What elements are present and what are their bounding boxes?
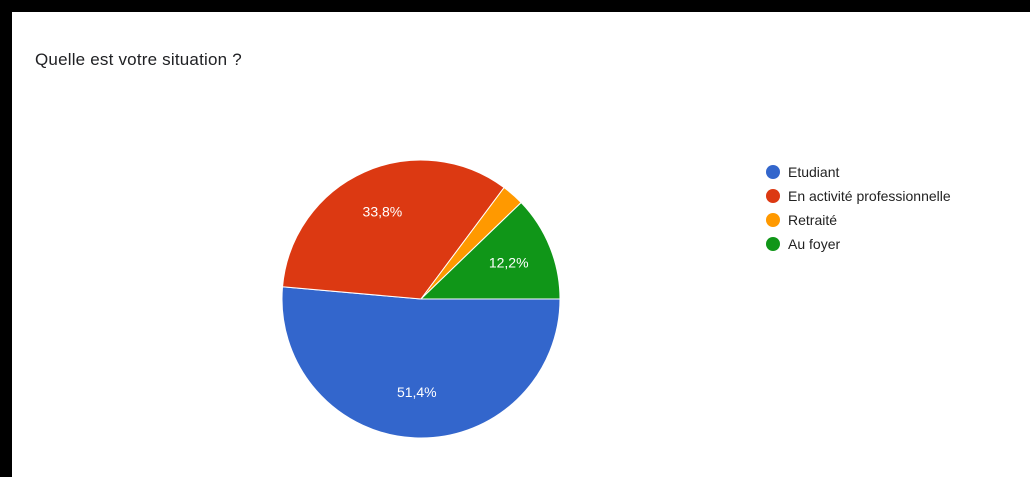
pie-slice-etudiant[interactable]	[281, 286, 561, 439]
chart-title: Quelle est votre situation ?	[35, 50, 242, 69]
legend-item-retraite[interactable]: Retraité	[766, 208, 951, 232]
pie-slice-label-en-activite-professionnelle: 33,8%	[363, 203, 403, 219]
legend-swatch-icon	[766, 165, 780, 179]
legend-swatch-icon	[766, 189, 780, 203]
legend-item-au-foyer[interactable]: Au foyer	[766, 232, 951, 256]
legend-label: Au foyer	[788, 236, 841, 252]
legend-swatch-icon	[766, 213, 780, 227]
pie-chart: 51,4% 33,8% 12,2%	[281, 159, 561, 439]
legend-label: En activité professionnelle	[788, 188, 951, 204]
screenshot-frame-left	[0, 0, 12, 477]
pie-slice-label-au-foyer: 12,2%	[489, 254, 529, 270]
pie-slice-label-etudiant: 51,4%	[397, 384, 437, 400]
screenshot-frame-top	[0, 0, 1030, 12]
pie-slice-au-foyer[interactable]	[419, 201, 561, 300]
legend-swatch-icon	[766, 237, 780, 251]
legend-item-etudiant[interactable]: Etudiant	[766, 160, 951, 184]
legend-item-en-activite-professionnelle[interactable]: En activité professionnelle	[766, 184, 951, 208]
pie-slice-labels: 51,4% 33,8% 12,2%	[363, 203, 529, 400]
pie-slices	[281, 159, 561, 439]
legend-label: Etudiant	[788, 164, 840, 180]
pie-slice-en-activite-professionnelle[interactable]	[281, 159, 505, 300]
legend-label: Retraité	[788, 212, 838, 228]
chart-legend: Etudiant En activité professionnelle Retra…	[766, 160, 951, 256]
